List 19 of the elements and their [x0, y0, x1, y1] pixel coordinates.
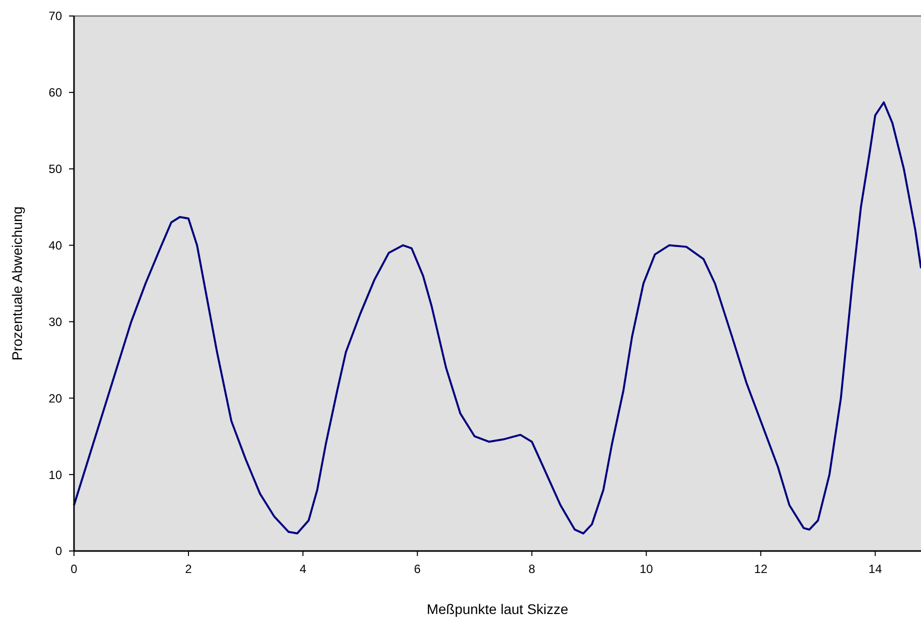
x-axis-title: Meßpunkte laut Skizze — [426, 601, 569, 617]
line-series — [73, 101, 921, 534]
y-tick-label: 40 — [48, 238, 62, 252]
y-tick-label: 10 — [48, 468, 62, 482]
y-tick-label: 50 — [48, 162, 62, 176]
y-tick-label: 70 — [48, 9, 62, 24]
x-tick-label: 2 — [185, 562, 192, 576]
x-tick-label: 14 — [868, 562, 882, 576]
x-tick-label: 6 — [414, 562, 422, 576]
x-tick-label: 10 — [640, 562, 654, 576]
y-tick-label: 20 — [48, 391, 62, 406]
y-tick-label: 30 — [48, 314, 62, 329]
x-tick-label: 4 — [300, 562, 307, 576]
x-tick-label: 0 — [70, 562, 78, 576]
y-axis-title: Prozentuale Abweichung — [9, 206, 25, 361]
x-tick-label: 8 — [528, 562, 536, 576]
x-tick-label: 12 — [754, 562, 768, 576]
y-tick-label: 0 — [55, 544, 62, 558]
y-tick-label: 60 — [48, 86, 62, 100]
